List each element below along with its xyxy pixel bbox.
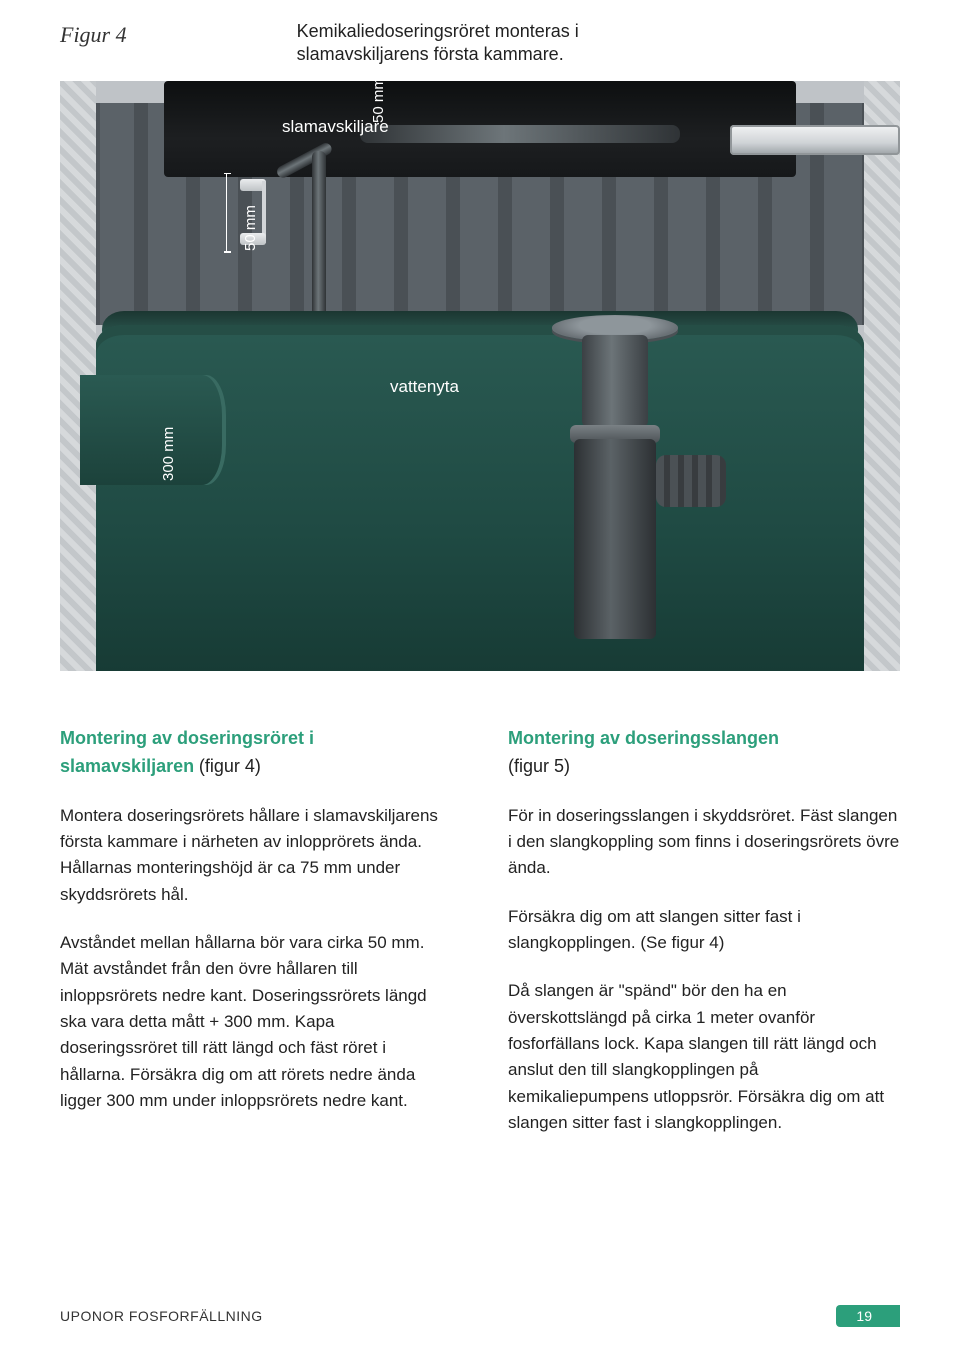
inlet-pipe <box>730 125 900 155</box>
dimension-300mm: 300 mm <box>160 427 177 481</box>
dimension-50mm-top: 50 mm <box>370 81 387 123</box>
bracket-dimension-line <box>226 173 236 253</box>
left-heading-sub: (figur 4) <box>199 756 261 776</box>
bracket-rail <box>262 181 266 243</box>
baffle-body <box>574 439 656 639</box>
body-columns: Montering av doseringsröret i slamavskil… <box>60 721 900 1137</box>
right-heading-text: Montering av doseringsslangen <box>508 728 779 748</box>
left-p2: Avståndet mellan hållarna bör vara cirka… <box>60 930 452 1114</box>
left-heading-text: Montering av doseringsröret i slamavskil… <box>60 728 314 776</box>
texture-right <box>864 81 900 671</box>
right-heading-sub: (figur 5) <box>508 756 570 776</box>
page-footer: UPONOR FOSFORFÄLLNING 19 <box>60 1305 900 1327</box>
footer-brand: UPONOR FOSFORFÄLLNING <box>60 1308 263 1324</box>
left-column: Montering av doseringsröret i slamavskil… <box>60 721 452 1137</box>
right-p2: Försäkra dig om att slangen sitter fast … <box>508 904 900 957</box>
right-p3: Då slangen är "spänd" bör den ha en över… <box>508 978 900 1136</box>
figure-label: Figur 4 <box>60 22 127 48</box>
tank-inlet-socket <box>80 375 226 485</box>
page: Figur 4 Kemikaliedoseringsröret monteras… <box>0 0 960 1355</box>
figure-header-row: Figur 4 Kemikaliedoseringsröret monteras… <box>60 20 900 67</box>
right-p1: För in doseringsslangen i skyddsröret. F… <box>508 803 900 882</box>
right-column: Montering av doseringsslangen (figur 5) … <box>508 721 900 1137</box>
figure-caption: Kemikaliedoseringsröret monteras i slama… <box>297 20 657 67</box>
baffle-neck <box>582 335 648 427</box>
baffle-ribbed-outlet <box>656 455 726 507</box>
diagram: slamavskiljare 50 mm 50 mm vattenyta 300… <box>60 81 900 671</box>
dosing-hose-horizontal <box>360 125 680 143</box>
label-vattenyta: vattenyta <box>390 377 459 397</box>
dimension-50mm-bracket: 50 mm <box>242 205 259 251</box>
baffle-pipe <box>540 325 690 645</box>
left-p1: Montera doseringsrörets hållare i slamav… <box>60 803 452 908</box>
page-number: 19 <box>836 1305 900 1327</box>
